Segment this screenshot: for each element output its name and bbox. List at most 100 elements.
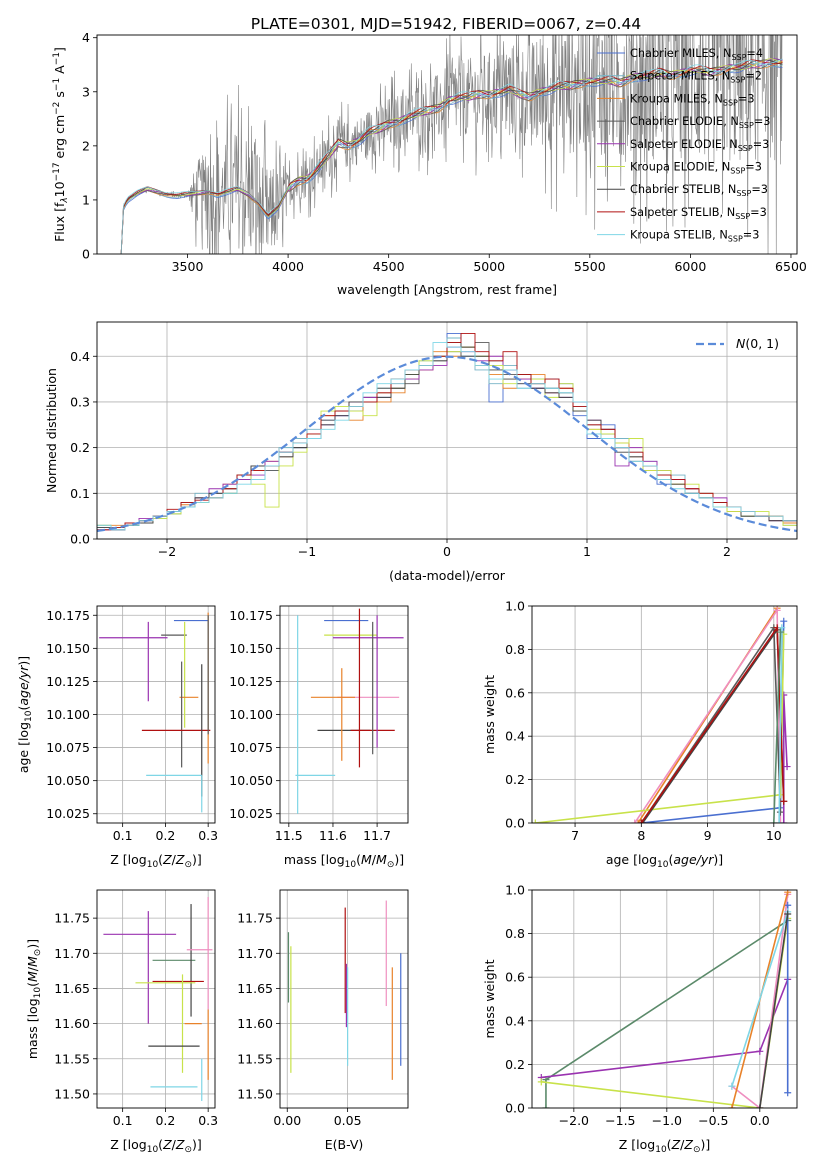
y-axis-label: mass weight	[482, 959, 497, 1038]
weight-marker	[780, 617, 788, 625]
ylabel-part: A	[52, 65, 67, 78]
figure-title: PLATE=0301, MJD=51942, FIBERID=0067, z=0…	[251, 15, 641, 33]
axes-frame	[279, 889, 409, 1109]
legend-subscript: SSP	[739, 121, 754, 130]
x-tick-label: −1.0	[652, 1113, 682, 1128]
x-tick-label: 0.0	[750, 1113, 770, 1128]
xlabel-part: Z	[683, 1137, 693, 1152]
y-tick-label: 10.075	[46, 740, 90, 755]
ylabel-part: mass [log	[25, 998, 40, 1059]
ticks: −2.0 −1.5 −1.0 −0.5 0.0 0.0 0.2 0.4 0.6 0.8 1.0	[505, 883, 770, 1129]
y-tick-label: 11.70	[237, 946, 273, 961]
weight-series-line	[773, 632, 782, 823]
ylabel-part: Flux [f	[52, 202, 67, 242]
weight-marker	[631, 819, 639, 823]
legend-suffix: =3	[750, 206, 767, 219]
y-tick-label: 11.75	[237, 911, 273, 926]
x-tick-label: 5500	[574, 259, 606, 274]
ticks: −2 −1 0 1 2 0.0 0.1 0.2 0.3 0.4	[70, 349, 731, 559]
legend-subscript: SSP	[731, 53, 746, 62]
y-tick-label: 0.4	[70, 349, 90, 364]
weight-marker	[770, 819, 778, 823]
legend-subscript: SSP	[736, 189, 751, 198]
xlabel-part: Z	[162, 852, 172, 867]
xlabel-part: )]	[192, 1137, 202, 1152]
y-tick-label: 11.70	[54, 946, 90, 961]
axes-frame	[96, 34, 798, 255]
x-tick-label: 0.05	[334, 1113, 362, 1128]
weight-marker	[778, 624, 786, 632]
y-tick-label: 0.4	[505, 729, 525, 744]
legend-suffix: =3	[745, 161, 762, 174]
xlabel-part: (	[158, 852, 163, 867]
y-tick-label: 0.8	[505, 926, 525, 941]
y-tick-label: 11.55	[237, 1051, 273, 1066]
ylabel-part: M	[25, 956, 40, 967]
xlabel-part: (	[356, 852, 361, 867]
ylabel-part: ]	[52, 47, 67, 52]
legend-suffix: =3	[754, 115, 771, 128]
weight-series-line	[731, 894, 789, 1108]
x-tick-label: 4000	[272, 259, 304, 274]
legend-label: Chabrier ELODIE, NSSP=3	[630, 115, 770, 130]
xlabel-part: Z	[175, 1137, 185, 1152]
ylabel-part: ⊙	[33, 949, 43, 957]
model-spectrum-line	[120, 58, 783, 254]
x-tick-label: 8	[637, 828, 645, 843]
ylabel-part: s	[52, 91, 67, 102]
histogram-step-line	[97, 342, 797, 539]
ylabel-part: 10	[33, 987, 43, 999]
weight-marker	[728, 1082, 736, 1090]
xlabel-part: 10	[147, 860, 159, 870]
axes-frame	[531, 605, 798, 824]
y-tick-label: 10.175	[46, 608, 90, 623]
legend-text: Salpeter STELIB, N	[630, 206, 735, 219]
weight-marker	[783, 763, 791, 771]
y-tick-label: 2	[82, 138, 90, 153]
weight-marker	[728, 1104, 736, 1108]
y-tick-label: 1	[82, 192, 90, 207]
y-tick-label: 10.025	[229, 806, 273, 821]
xlabel-part: /	[680, 1137, 685, 1152]
y-tick-label: 10.025	[46, 806, 90, 821]
legend-text: Kroupa MILES, N	[630, 92, 723, 105]
legend-suffix: =3	[751, 183, 768, 196]
x-tick-label: 0.00	[273, 1113, 301, 1128]
weight-series-line	[731, 911, 789, 1087]
axes-frame	[96, 889, 216, 1109]
xlabel-part: ⊙	[184, 860, 192, 870]
xlabel-part: )]	[713, 852, 723, 867]
x-tick-label: 4500	[373, 259, 405, 274]
xlabel-part: mass [log	[284, 852, 345, 867]
y-tick-label: 10.075	[229, 740, 273, 755]
x-tick-label: 0.3	[198, 1113, 218, 1128]
plot-area	[103, 897, 213, 1101]
xlabel-part: 10	[655, 1145, 667, 1155]
y-axis-label: age [log10(age/yr)]	[16, 656, 34, 773]
model-spectrum-line	[120, 59, 783, 254]
x-tick-label: 0.3	[198, 828, 218, 843]
plot-area	[97, 332, 797, 539]
legend-label: Chabrier MILES, NSSP=4	[630, 47, 763, 62]
x-tick-label: 0.2	[155, 1113, 175, 1128]
y-tick-label: 1.0	[505, 599, 525, 614]
y-tick-label: 11.50	[237, 1086, 273, 1101]
xlabel-part: /	[172, 852, 177, 867]
age-vs-mass-panel: 11.5 11.6 11.7 10.025 10.050 10.075 10.100 10.1…	[229, 605, 409, 870]
ticks: 0.00 0.05 11.50 11.55 11.60 11.65 11.70 11.75	[237, 911, 361, 1128]
legend-label: Salpeter ELODIE, NSSP=3	[630, 138, 769, 153]
y-tick-label: 10.050	[46, 773, 90, 788]
y-tick-label: 1.0	[505, 883, 525, 898]
y-tick-label: 10.050	[229, 773, 273, 788]
y-tick-label: 10.125	[229, 674, 273, 689]
y-tick-label: 0.8	[505, 642, 525, 657]
y-tick-label: 0	[82, 247, 90, 262]
ylabel-part: erg cm	[52, 115, 67, 163]
legend-suffix: =3	[738, 92, 755, 105]
weight-marker	[542, 1104, 550, 1108]
xlabel-part: Z [log	[619, 1137, 655, 1152]
ticks: 0.1 0.2 0.3 11.50 11.55 11.60 11.65 11.70 11.75	[54, 911, 218, 1128]
x-tick-label: 9	[704, 828, 712, 843]
y-tick-label: 11.60	[54, 1016, 90, 1031]
y-tick-label: 0.4	[505, 1013, 525, 1028]
